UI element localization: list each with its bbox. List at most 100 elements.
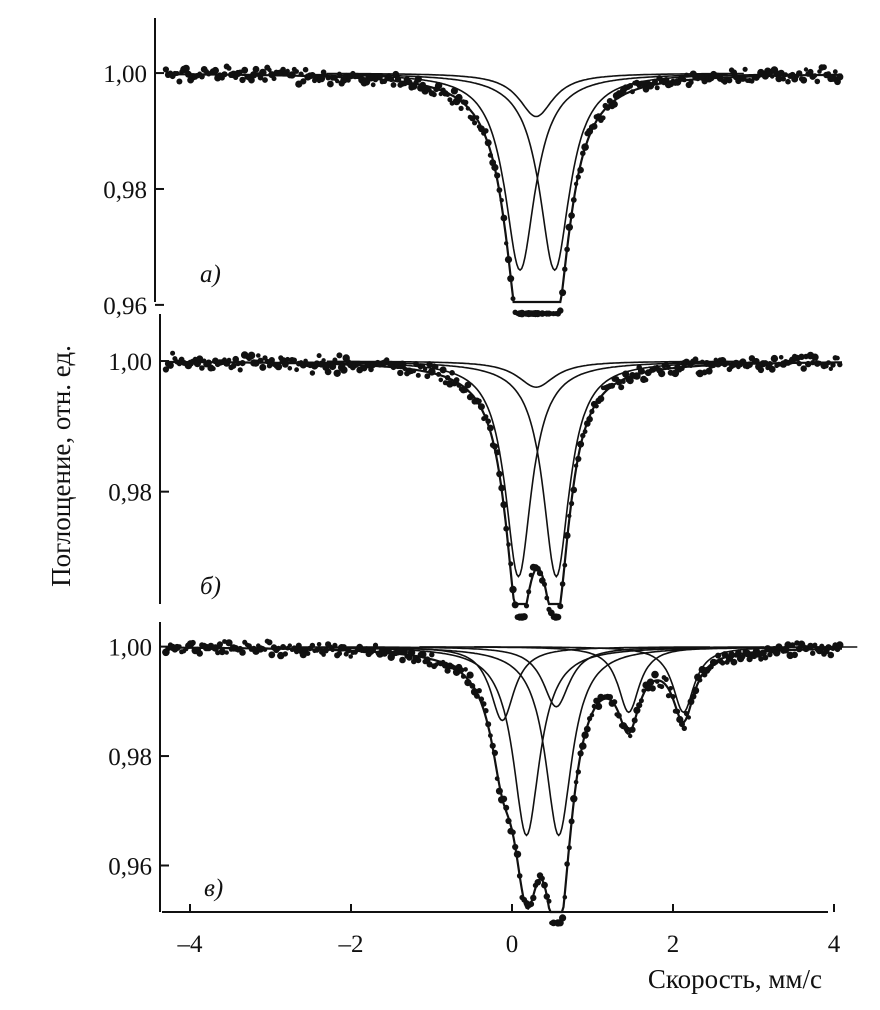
data-point [562, 894, 568, 900]
data-point [762, 654, 769, 661]
data-point [438, 377, 444, 383]
data-point [562, 266, 568, 272]
data-point [523, 603, 530, 609]
data-point [753, 358, 760, 365]
data-point [280, 644, 287, 650]
data-point [262, 647, 268, 652]
data-point [472, 120, 478, 126]
data-point [390, 82, 397, 88]
data-point [671, 369, 680, 378]
data-point [348, 654, 354, 659]
data-point [196, 650, 203, 657]
data-point [594, 403, 599, 409]
data-point [557, 307, 564, 314]
data-point [654, 85, 660, 91]
data-point [456, 382, 462, 388]
data-point [439, 366, 447, 374]
y-tick-label: 0,98 [103, 177, 147, 204]
data-point [176, 361, 182, 367]
data-point [388, 76, 395, 83]
data-point [539, 875, 545, 882]
data-point [766, 361, 773, 367]
data-point [317, 74, 326, 83]
data-point [836, 73, 844, 81]
panel-1: 1,00 0,98 0,96 а) [103, 18, 844, 320]
data-point [509, 585, 517, 594]
data-point [291, 357, 297, 363]
data-point [485, 721, 492, 728]
data-points [162, 63, 844, 318]
data-point [485, 418, 492, 425]
data-point [422, 366, 428, 372]
data-point [494, 776, 500, 781]
data-point [609, 382, 616, 389]
data-point [627, 83, 634, 89]
data-point [819, 643, 825, 649]
data-point [413, 361, 419, 367]
data-point [633, 706, 641, 714]
component-curve-2 [310, 73, 728, 272]
data-point [266, 639, 273, 646]
fit-envelope [165, 646, 842, 914]
data-point [271, 76, 277, 82]
data-point [837, 361, 843, 368]
data-point [815, 647, 824, 655]
data-point [225, 639, 233, 647]
data-point [247, 351, 256, 360]
y-tick-label: 0,96 [108, 853, 152, 880]
data-point [621, 379, 626, 385]
data-point [690, 693, 697, 700]
data-point [800, 76, 808, 84]
data-point [429, 652, 435, 658]
data-point [444, 375, 451, 381]
data-point [262, 77, 268, 83]
data-point [505, 817, 512, 825]
data-point [503, 525, 510, 532]
x-axis-title: Скорость, мм/с [648, 964, 822, 994]
data-point [573, 779, 579, 785]
data-point [536, 570, 544, 577]
data-point [563, 532, 571, 539]
data-point [724, 360, 730, 366]
data-point [679, 721, 685, 728]
data-point [510, 829, 516, 836]
data-point [575, 455, 582, 462]
data-point [828, 366, 833, 371]
data-point [199, 365, 205, 371]
data-point [445, 92, 451, 97]
data-point [697, 677, 703, 683]
data-point [800, 365, 807, 372]
y-tick-label: 1,00 [103, 61, 147, 88]
data-point [646, 678, 655, 686]
data-point [557, 603, 564, 610]
data-point [581, 731, 589, 739]
data-point [811, 353, 819, 361]
data-point [633, 372, 641, 380]
component-curve-2 [309, 361, 727, 578]
data-point [564, 861, 570, 867]
panel-2: 1,00 0,98 б) [108, 314, 843, 621]
data-point [264, 358, 270, 365]
data-point [170, 350, 176, 356]
data-point [174, 71, 180, 76]
data-point [500, 795, 508, 803]
data-point [239, 360, 246, 367]
data-point [316, 353, 322, 359]
data-point [527, 901, 535, 908]
data-point [494, 449, 501, 456]
data-point [491, 163, 499, 172]
data-point [638, 698, 644, 704]
data-point [309, 370, 316, 376]
data-point [616, 712, 622, 719]
data-point [460, 673, 466, 679]
data-point [805, 360, 812, 368]
data-point [455, 93, 463, 102]
y-tick-label: 1,00 [108, 349, 152, 376]
data-point [411, 368, 417, 374]
data-point [559, 914, 567, 922]
data-point [324, 368, 332, 376]
data-point [807, 642, 814, 650]
data-point [506, 542, 511, 547]
data-point [332, 357, 338, 363]
